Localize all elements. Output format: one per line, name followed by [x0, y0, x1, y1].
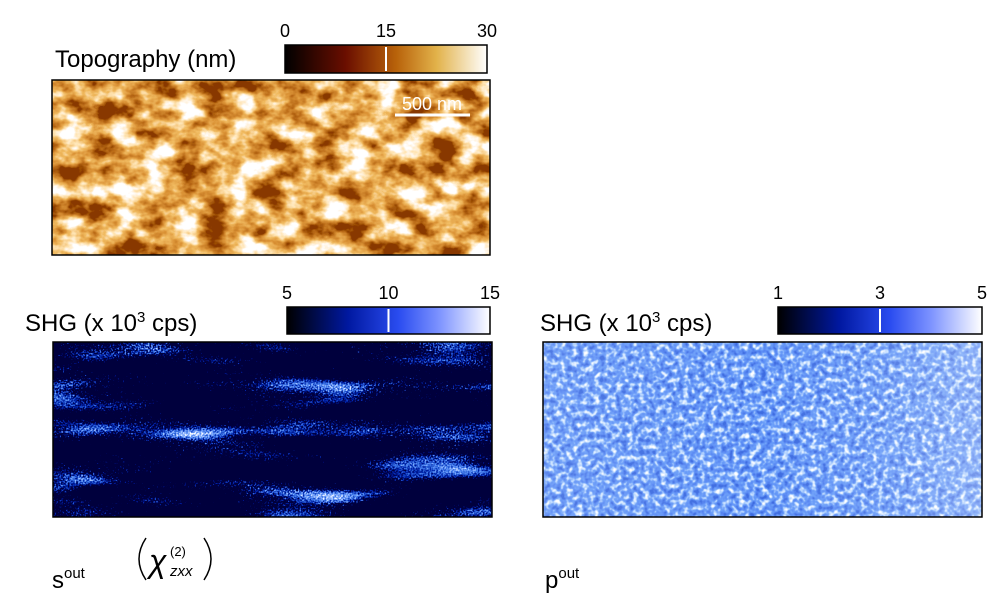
caption-sup: out: [558, 565, 580, 582]
label-sup: 3: [137, 309, 145, 326]
label-tail: cps): [660, 310, 712, 337]
colorbar-tick-label: 0: [280, 21, 290, 41]
colorbar-tick-label: 1: [773, 283, 783, 303]
tensor-sup: (2): [170, 544, 186, 559]
tensor-symbol: χ: [146, 543, 167, 579]
caption-base: p: [545, 567, 558, 594]
colorbar-tick-label: 10: [378, 283, 398, 303]
panel-label: SHG (x 103 cps): [540, 309, 712, 337]
scale-bar-label: 500 nm: [402, 94, 462, 114]
label-sup: 3: [652, 309, 660, 326]
colorbar-tick-label: 15: [480, 283, 500, 303]
map-shade: [543, 342, 982, 517]
map-frame: [52, 341, 493, 518]
caption: sout: [52, 565, 86, 594]
caption: pout: [545, 565, 580, 594]
colorbar-tick-label: 30: [477, 21, 497, 41]
paren: [138, 537, 147, 581]
caption-sup: out: [64, 565, 86, 582]
map-frame: [51, 79, 491, 256]
label-text: SHG (x 10: [540, 310, 652, 337]
colorbar-tick-label: 5: [977, 283, 987, 303]
tensor-sub: zxx: [169, 563, 193, 580]
colorbar-tick-label: 3: [875, 283, 885, 303]
map-frame: [542, 341, 983, 518]
panel-label: SHG (x 103 cps): [25, 309, 197, 337]
label-tail: cps): [145, 310, 197, 337]
topography-map: [52, 80, 490, 255]
label-text: SHG (x 10: [25, 310, 137, 337]
panel-label: Topography (nm): [55, 46, 236, 73]
caption-base: s: [52, 567, 64, 594]
colorbar-tick-label: 5: [282, 283, 292, 303]
colorbar-tick-label: 15: [376, 21, 396, 41]
paren: [203, 537, 212, 581]
shg-s-map: [53, 342, 492, 517]
tensor: χ: [146, 543, 167, 579]
